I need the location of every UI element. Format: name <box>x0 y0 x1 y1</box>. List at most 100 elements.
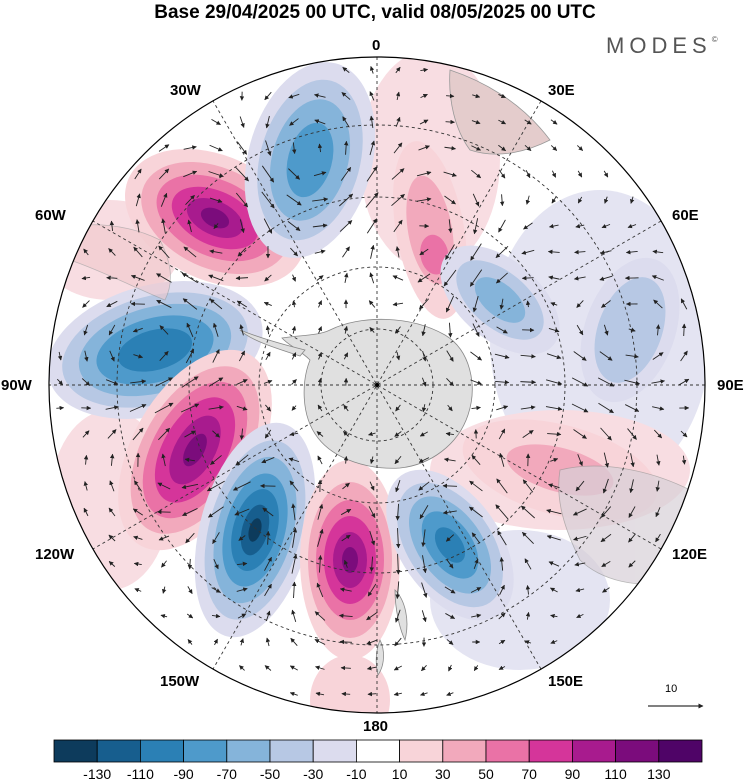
wind-vector <box>265 325 271 335</box>
meridian-line <box>212 100 542 670</box>
wind-vector <box>161 586 167 594</box>
wind-vector <box>291 609 297 623</box>
wind-vector <box>133 480 143 492</box>
wind-vector <box>264 665 272 671</box>
wind-vector <box>550 145 558 151</box>
colorbar-swatch <box>615 739 660 763</box>
reference-vector-label: 10 <box>665 683 678 695</box>
meridian-line <box>92 220 662 550</box>
wind-vector <box>210 455 222 465</box>
wind-vector <box>520 354 536 359</box>
wind-vector <box>422 350 427 362</box>
wind-vector <box>395 609 401 623</box>
wind-vector <box>470 379 482 385</box>
wind-vector <box>317 300 322 308</box>
wind-vector <box>82 300 90 308</box>
wind-vector <box>317 404 323 412</box>
wind-vector <box>159 325 169 335</box>
wind-vector <box>498 169 506 179</box>
wind-vector <box>314 93 326 98</box>
south-pole-marker <box>375 383 379 387</box>
wind-vector <box>681 323 687 337</box>
wind-vector <box>109 480 115 492</box>
colorbar-swatch <box>139 739 184 763</box>
wind-vector <box>343 431 349 437</box>
wind-vector <box>317 528 324 547</box>
wind-vector <box>288 93 300 99</box>
wind-vector <box>602 478 609 494</box>
colorbar-tick-label: -130 <box>83 766 112 782</box>
colorbar-swatch <box>269 739 314 763</box>
wind-vector <box>419 505 429 520</box>
wind-vector <box>443 269 457 287</box>
wind-vector <box>499 194 505 207</box>
wind-vector <box>262 507 274 517</box>
wind-vector <box>233 481 251 491</box>
wind-vector <box>573 351 587 361</box>
wind-vector <box>181 376 199 388</box>
wind-vector <box>343 455 349 464</box>
colorbar-swatch <box>572 739 617 763</box>
wind-vector <box>265 115 270 129</box>
wind-vector <box>133 561 142 567</box>
wind-vector <box>208 171 224 178</box>
wind-vector <box>291 581 297 599</box>
wind-vector <box>651 275 664 281</box>
wind-vector <box>185 348 195 364</box>
wind-vector <box>498 144 506 152</box>
wind-vector <box>625 249 638 255</box>
wind-vector <box>365 192 379 208</box>
wind-vector <box>106 300 118 308</box>
wind-vector <box>264 429 272 439</box>
wind-vector <box>106 275 118 281</box>
wind-vector <box>442 483 458 489</box>
wind-vector <box>158 535 170 541</box>
wind-vector <box>312 197 329 202</box>
wind-vector <box>108 507 116 517</box>
wind-vector <box>499 584 505 596</box>
wind-vector <box>314 249 326 254</box>
wind-vector <box>446 93 455 99</box>
wind-vector <box>211 118 221 126</box>
wind-vector <box>317 352 322 360</box>
wind-vector <box>236 587 248 592</box>
wind-vector <box>265 637 271 647</box>
wind-vector <box>182 508 198 516</box>
wind-vector <box>369 115 374 128</box>
wind-vector <box>343 325 349 334</box>
wind-vector <box>129 404 147 412</box>
wind-vector <box>369 556 374 572</box>
wind-vector <box>601 300 611 308</box>
wind-vector <box>81 378 91 386</box>
wind-vector <box>261 165 275 183</box>
wind-vector <box>603 324 609 336</box>
wind-vector <box>369 456 375 464</box>
colorbar-swatch <box>183 739 228 763</box>
wind-vector <box>391 168 405 180</box>
wind-vector <box>369 65 375 74</box>
wind-vector <box>656 454 661 466</box>
wind-vector <box>83 507 89 517</box>
wind-vector <box>83 324 89 336</box>
wind-vector <box>158 144 170 152</box>
wind-vector <box>396 528 401 549</box>
wind-vector <box>394 637 402 647</box>
wind-vector <box>572 508 587 516</box>
wind-vector <box>264 583 272 597</box>
wind-vector <box>546 508 562 515</box>
wind-vector <box>653 299 663 309</box>
wind-vector <box>342 482 350 490</box>
wind-vector <box>317 503 324 520</box>
wind-vector <box>56 378 64 386</box>
south-america-landmass <box>59 224 171 301</box>
wind-vector <box>416 171 432 177</box>
wind-vector <box>237 561 248 567</box>
wind-vector <box>209 144 223 152</box>
wind-vector <box>313 171 327 177</box>
wind-vector <box>395 553 401 575</box>
wind-vector <box>601 560 611 568</box>
wind-vector <box>471 613 482 618</box>
wind-vector <box>600 533 612 543</box>
wind-vector <box>343 272 349 283</box>
wind-vector <box>342 246 350 258</box>
